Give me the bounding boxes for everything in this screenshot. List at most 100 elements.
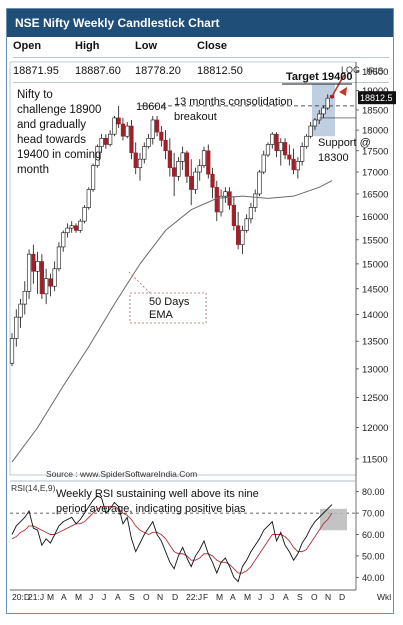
candle-down — [189, 176, 194, 190]
candle-up — [193, 171, 198, 190]
x-tick-label: D — [172, 592, 178, 602]
rsi-highlight — [320, 508, 347, 531]
candle-up — [325, 97, 330, 109]
ema-callout-label: 50 Days — [149, 296, 190, 308]
x-tick-label: O — [311, 592, 318, 602]
x-tick-label: S — [129, 592, 135, 602]
close-value: 18812.50 — [197, 65, 243, 77]
price-tick-label: 15000 — [362, 259, 388, 270]
candle-up — [201, 150, 207, 166]
support-label: 18300 — [318, 152, 349, 164]
candle-down — [236, 225, 241, 245]
candle-up — [265, 144, 271, 156]
candle-up — [44, 278, 49, 295]
candle-down — [163, 140, 168, 152]
candle-up — [312, 119, 318, 127]
price-tick-label: 12000 — [362, 423, 388, 434]
candle-up — [137, 158, 143, 169]
candle-up — [35, 261, 40, 272]
candle-down — [39, 261, 44, 295]
price-tick-label: 12500 — [362, 393, 388, 404]
price-tick-label: 19500 — [362, 67, 388, 78]
x-tick-label: A — [61, 592, 67, 602]
high-label: High — [75, 40, 100, 52]
candle-up — [125, 125, 130, 137]
x-tick-label: M — [75, 592, 82, 602]
rsi-average-line — [11, 506, 333, 574]
price-tick-label: 16500 — [362, 189, 388, 200]
low-label: Low — [135, 40, 157, 52]
price-tick-label: 14500 — [362, 284, 388, 295]
open-value: 18871.95 — [13, 65, 59, 77]
candle-up — [52, 268, 57, 287]
candle-down — [167, 150, 172, 169]
ohlc-bottom-divider — [13, 82, 389, 83]
candle-up — [197, 165, 202, 173]
candle-down — [274, 133, 279, 152]
candle-up — [18, 303, 23, 318]
ohlc-divider — [13, 57, 389, 58]
candle-up — [253, 193, 258, 208]
candle-up — [176, 161, 181, 177]
current-price-label: 18812.5 — [360, 93, 393, 103]
nifty-outlook-annotation: month — [17, 164, 49, 176]
rsi-tick-label: 80.00 — [362, 487, 385, 497]
candle-up — [65, 227, 70, 234]
candle-down — [73, 225, 79, 231]
x-tick-label: 20:D — [12, 592, 30, 602]
x-tick-label: N — [157, 592, 163, 602]
x-tick-label: J — [102, 592, 106, 602]
ema-50-line — [11, 180, 333, 463]
x-tick-label: N — [325, 592, 331, 602]
x-tick-label: J — [89, 592, 93, 602]
nifty-outlook-annotation: and gradually — [17, 119, 86, 131]
x-tick-label: M — [216, 592, 223, 602]
price-tick-label: 15500 — [362, 235, 388, 246]
x-tick-label: D — [339, 592, 345, 602]
candle-up — [61, 232, 66, 248]
candle-up — [218, 195, 224, 213]
nifty-outlook-annotation: head towards — [17, 134, 86, 146]
candle-up — [270, 133, 275, 145]
close-label: Close — [197, 40, 227, 52]
x-tick-label: A — [115, 592, 121, 602]
nifty-outlook-annotation: Nifty to — [17, 89, 53, 101]
x-tick-label: O — [143, 592, 150, 602]
candle-up — [257, 171, 262, 195]
price-axis-label: IRIS — [366, 66, 384, 76]
candle-up — [146, 137, 151, 147]
breakout-annotation: 13 months consolidation — [174, 96, 293, 108]
candle-down — [31, 253, 36, 272]
rsi-annotation: Weekly RSI sustaining well above its nin… — [56, 488, 259, 500]
candle-up — [95, 146, 100, 166]
x-tick-label: J — [270, 592, 274, 602]
candle-down — [287, 154, 292, 160]
candle-up — [321, 107, 326, 115]
candle-down — [214, 186, 219, 213]
scale-label: LOG — [341, 65, 360, 75]
price-tick-label: 16000 — [362, 212, 388, 223]
nifty-outlook-annotation: challenge 18900 — [17, 104, 101, 116]
high-value: 18887.60 — [75, 65, 121, 77]
price-tick-label: 18500 — [362, 105, 388, 116]
chart-title: NSE Nifty Weekly Candlestick Chart — [7, 9, 393, 37]
x-tick-label: F — [203, 592, 208, 602]
x-tick-label: M — [244, 592, 251, 602]
x-tick-label: A — [230, 592, 236, 602]
rsi-tick-label: 60.00 — [362, 530, 385, 540]
candle-up — [278, 142, 283, 152]
price-tick-label: 18000 — [362, 126, 388, 137]
candle-down — [184, 152, 190, 177]
x-tick-label: A — [283, 592, 289, 602]
candle-up — [295, 161, 300, 171]
candle-up — [78, 220, 83, 231]
candle-down — [172, 167, 177, 177]
candle-up — [26, 253, 32, 292]
candle-up — [150, 119, 155, 139]
candle-down — [282, 142, 288, 156]
x-tick-label: 21:J — [28, 592, 44, 602]
candle-up — [22, 290, 27, 305]
candle-up — [9, 338, 15, 364]
candle-up — [99, 137, 104, 147]
candle-down — [227, 191, 232, 206]
